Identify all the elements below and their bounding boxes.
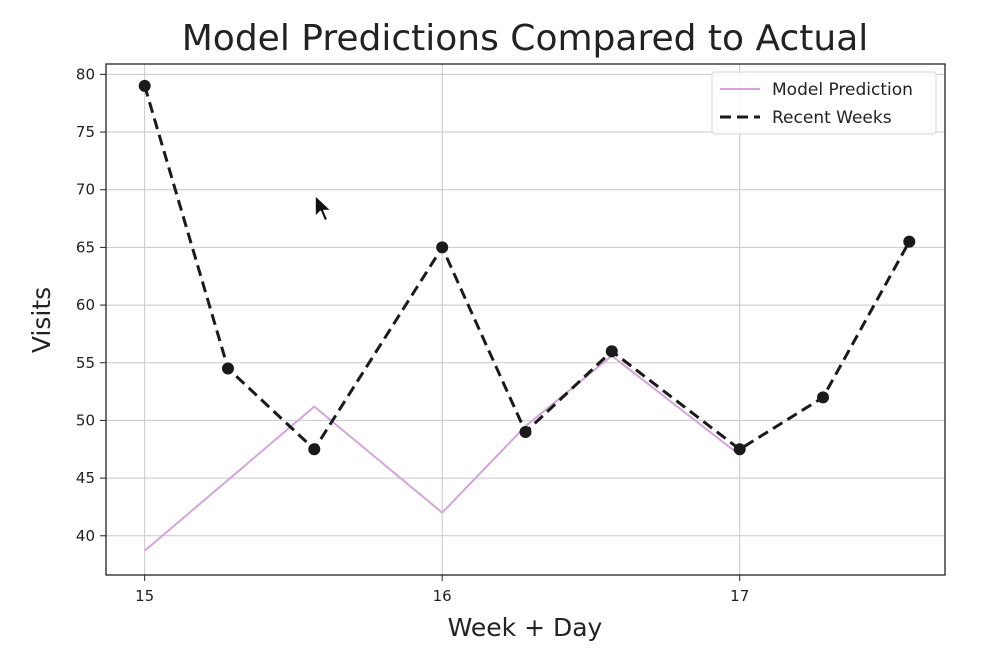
y-tick-label: 40 [76, 527, 95, 545]
y-tick-label: 45 [76, 469, 95, 487]
x-tick-label: 16 [433, 587, 452, 605]
mouse-cursor-icon [314, 194, 333, 222]
recent-weeks-line [143, 85, 911, 451]
x-axis-ticks: 15 16 17 [135, 575, 749, 605]
y-tick-label: 70 [76, 181, 95, 199]
y-tick-label: 80 [76, 65, 95, 83]
y-axis-label: Visits [27, 287, 56, 353]
recent-weeks-point [733, 443, 746, 456]
recent-weeks-point [519, 425, 532, 438]
legend-label-model-prediction: Model Prediction [772, 80, 913, 100]
y-tick-label: 55 [76, 354, 95, 372]
y-tick-label: 65 [76, 238, 95, 256]
plot-area-frame [105, 63, 946, 576]
x-tick-label: 17 [730, 587, 749, 605]
model-prediction-line [144, 354, 741, 552]
legend-box [711, 71, 937, 135]
recent-weeks-point [436, 241, 449, 254]
y-tick-label: 75 [76, 123, 95, 141]
legend: Model Prediction Recent Weeks [711, 71, 937, 135]
chart-title: Model Predictions Compared to Actual [182, 18, 869, 59]
recent-weeks-point [138, 79, 151, 92]
y-tick-label: 60 [76, 296, 95, 314]
recent-weeks-point [308, 443, 321, 456]
recent-weeks-point [221, 362, 234, 375]
legend-label-recent-weeks: Recent Weeks [772, 108, 892, 128]
series-layer [138, 79, 916, 552]
x-axis-label: Week + Day [448, 613, 603, 642]
recent-weeks-point [903, 235, 916, 248]
recent-weeks-point [605, 345, 618, 358]
y-axis-ticks: 40 45 50 55 60 65 70 75 80 [76, 65, 106, 545]
recent-weeks-point [817, 391, 830, 404]
x-tick-label: 15 [135, 587, 154, 605]
y-tick-label: 50 [76, 411, 95, 429]
grid-lines [106, 64, 945, 575]
